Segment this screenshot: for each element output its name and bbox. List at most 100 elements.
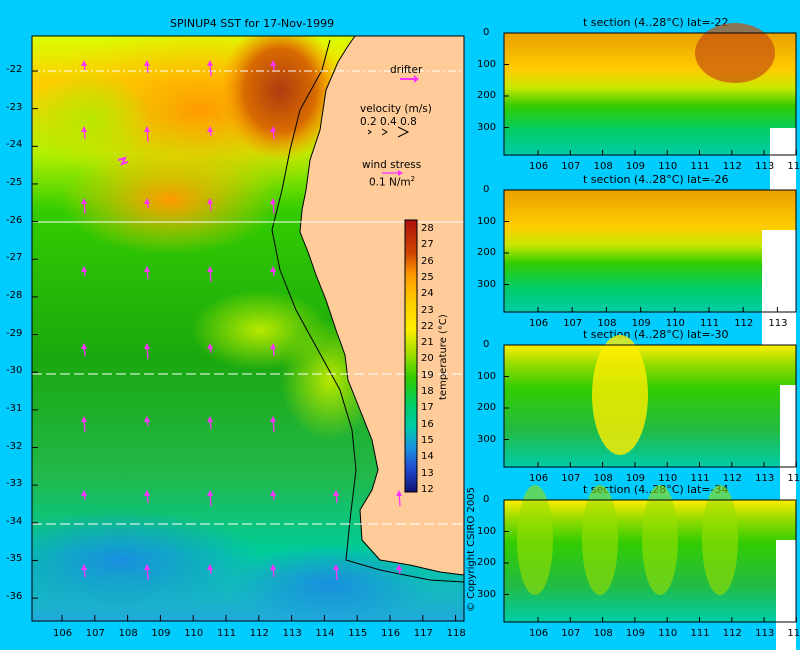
depth-tick-label: 100 [477,525,497,537]
lon-tick-label: 117 [413,628,433,639]
depth-tick-label: 0 [483,494,490,505]
lat-tick-label: -25 [6,176,23,188]
section-lon-tick-label: 114 [787,473,800,484]
wind-arrow [144,564,150,581]
wind-stress-icon [382,170,403,176]
wind-arrow [207,490,213,507]
section-lon-tick-label: 106 [529,161,549,172]
colorbar-tick-label: 22 [421,320,434,332]
land-area [300,36,464,575]
colorbar-tick-label: 26 [421,255,434,267]
wind-arrow [270,266,276,277]
coastline [299,36,464,576]
lat-tick-label: -29 [6,327,23,339]
colorbar-tick-label: 18 [421,386,434,397]
colorbar-tick-label: 14 [421,451,434,463]
main-map-title: SPINUP4 SST for 17-Nov-1999 [170,17,335,30]
wind-arrow [207,564,213,575]
lat-tick-label: -32 [6,440,23,452]
depth-tick-label: 200 [477,557,497,568]
wind-arrow [270,198,276,215]
wind-arrow [270,126,276,140]
lat-tick-label: -28 [6,289,23,301]
wind-arrow [81,126,87,140]
colorbar-tick-label: 23 [421,304,434,316]
section-lon-tick-label: 113 [768,318,788,329]
section-lon-tick-label: 113 [755,628,775,639]
wind-arrow [144,343,150,360]
section-lon-tick-label: 109 [625,161,645,172]
lat-tick-label: -27 [6,252,23,264]
section-lon-tick-label: 110 [658,473,678,484]
section-lon-tick-label: 109 [625,473,645,484]
depth-tick-label: 300 [477,588,497,600]
lat-tick-label: -36 [6,591,23,603]
wind-arrow [144,416,150,427]
colorbar-tick-label: 19 [421,369,434,381]
lon-tick-label: 109 [151,628,171,639]
section-lon-tick-label: 112 [722,628,742,639]
lon-tick-label: 106 [53,628,73,639]
wind-arrow [81,416,87,433]
velocity-arrows-icon [367,126,410,138]
section-lon-tick-label: 110 [658,628,678,639]
section-lon-tick-label: 109 [625,628,645,639]
depth-tick-label: 200 [477,402,497,413]
section-lon-tick-label: 108 [593,628,613,639]
section-lon-tick-label: 111 [690,473,710,484]
main-map [31,35,465,622]
lon-tick-label: 113 [282,628,302,639]
temperature-colorbar [404,219,418,493]
depth-tick-label: 300 [477,121,497,133]
depth-tick-label: 200 [477,247,497,258]
wind-arrow [207,126,213,137]
section-lon-tick-label: 112 [734,318,754,329]
lon-tick-label: 110 [184,628,204,639]
section-lon-tick-label: 109 [631,318,651,329]
wind-arrow [333,564,339,581]
section-lon-tick-label: 112 [722,473,742,484]
lon-tick-label: 118 [446,628,466,639]
depth-tick-label: 0 [483,184,490,195]
lon-tick-label: 112 [249,628,269,639]
colorbar-tick-label: 27 [421,239,434,251]
lon-tick-label: 115 [348,628,368,639]
section-lon-tick-label: 111 [700,318,720,329]
section-lon-tick-label: 110 [665,318,685,329]
colorbar-tick-label: 24 [421,288,434,300]
section-lon-tick-label: 111 [690,628,710,639]
drifter-icon [400,75,419,83]
velocity-scale: 0.2 0.4 0.8 [360,116,417,128]
section-lon-tick-label: 114 [787,628,800,639]
depth-tick-label: 300 [477,433,497,445]
velocity-label: velocity (m/s) [360,103,432,115]
section-lon-tick-label: 108 [593,161,613,172]
section-lon-tick-label: 111 [690,161,710,172]
section-lon-tick-label: 107 [561,628,581,639]
lat-tick-label: -23 [6,101,23,113]
lat-tick-label: -24 [6,139,23,151]
wind-arrow [144,266,150,280]
lon-tick-label: 107 [85,628,105,639]
section-lon-tick-label: 112 [722,161,742,172]
wind-arrow [396,564,402,575]
lon-tick-label: 114 [315,628,335,639]
section-lon-tick-label: 114 [787,161,800,172]
map-ticks [32,70,457,621]
wind-arrow [81,198,87,215]
lat-tick-label: -22 [6,64,23,75]
lat-tick-label: -26 [6,214,23,226]
wind-arrow [144,126,150,143]
section-lon-tick-label: 106 [529,318,549,329]
wind-arrow [207,198,213,212]
lat-tick-label: -31 [6,402,23,414]
lat-tick-label: -34 [6,515,23,527]
drifter-label: drifter [390,64,423,76]
section-title: t section (4..28°C) lat=-22 [583,16,729,29]
depth-tick-label: 0 [483,339,490,350]
wind-arrow [144,60,150,74]
wind-arrow [207,343,213,354]
lon-tick-label: 111 [217,628,237,639]
wind-arrow [270,416,276,433]
colorbar-tick-label: 13 [421,467,434,479]
